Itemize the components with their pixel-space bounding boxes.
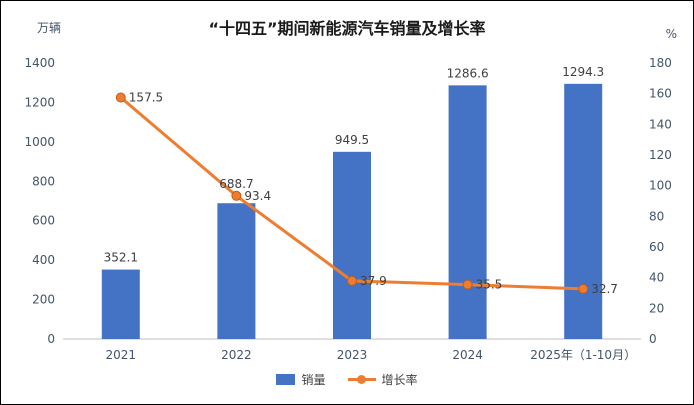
right-axis-tick-label: 80 (649, 209, 664, 223)
growth-line-marker (231, 190, 242, 201)
right-axis-tick-label: 180 (649, 56, 672, 70)
sales-bar (217, 203, 256, 339)
right-axis-tick-label: 140 (649, 117, 672, 131)
legend-item-growth: 增长率 (347, 371, 418, 388)
left-axis-tick-label: 1000 (24, 135, 55, 149)
left-axis-unit: 万辆 (37, 21, 62, 35)
growth-line-marker (115, 92, 126, 103)
legend-label-growth: 增长率 (381, 373, 418, 387)
right-axis-unit: % (665, 27, 677, 41)
left-axis-tick-label: 0 (47, 332, 55, 346)
line-value-label: 157.5 (129, 91, 163, 105)
sales-bar (101, 269, 140, 339)
left-axis-tick-label: 600 (32, 214, 55, 228)
chart-title: “十四五”期间新能源汽车销量及增长率 (208, 19, 486, 38)
line-value-label: 35.5 (476, 278, 503, 292)
growth-line-marker (578, 283, 589, 294)
left-axis-tick-label: 400 (32, 253, 55, 267)
line-marker-icon (357, 375, 366, 384)
line-value-label: 32.7 (591, 282, 618, 296)
line-value-label: 37.9 (360, 274, 387, 288)
right-axis-tick-label: 0 (649, 332, 657, 346)
bar-swatch-icon (276, 374, 296, 385)
growth-line-marker (462, 279, 473, 290)
category-label: 2021 (106, 348, 137, 362)
bar-value-label: 1294.3 (562, 65, 604, 79)
legend-label-sales: 销量 (301, 373, 326, 387)
right-axis-tick-label: 20 (649, 301, 664, 315)
category-label: 2022 (221, 348, 252, 362)
right-axis-tick-label: 160 (649, 87, 672, 101)
chart-plot: 0 200 400 600 800 1000 1200 1400 0 20 40 60 80 100 120… (24, 56, 672, 362)
right-axis-tick-label: 100 (649, 179, 672, 193)
sales-bar (333, 151, 371, 339)
sales-bar (564, 83, 603, 339)
line-value-label: 93.4 (244, 189, 271, 203)
left-axis-tick-label: 200 (32, 293, 55, 307)
line-swatch-icon (347, 375, 376, 384)
right-axis-tick-label: 60 (649, 240, 664, 254)
bar-value-label: 949.5 (335, 133, 369, 147)
left-axis-tick-label: 1400 (24, 56, 55, 70)
category-label: 2025年（1-10月） (530, 348, 636, 362)
right-axis-tick-label: 120 (649, 148, 672, 162)
category-label: 2023 (337, 348, 368, 362)
right-axis-tick-label: 40 (649, 271, 664, 285)
bar-value-label: 352.1 (104, 251, 138, 265)
sales-bar (448, 85, 487, 339)
bar-value-label: 1286.6 (447, 66, 489, 80)
chart-legend: 销量 增长率 (1, 371, 693, 388)
growth-line-marker (347, 275, 357, 286)
category-label: 2024 (452, 348, 483, 362)
bar-value-label: 688.7 (219, 177, 253, 191)
legend-item-sales: 销量 (276, 371, 326, 388)
left-axis-tick-label: 800 (32, 174, 55, 188)
left-axis-tick-label: 1200 (24, 95, 55, 109)
